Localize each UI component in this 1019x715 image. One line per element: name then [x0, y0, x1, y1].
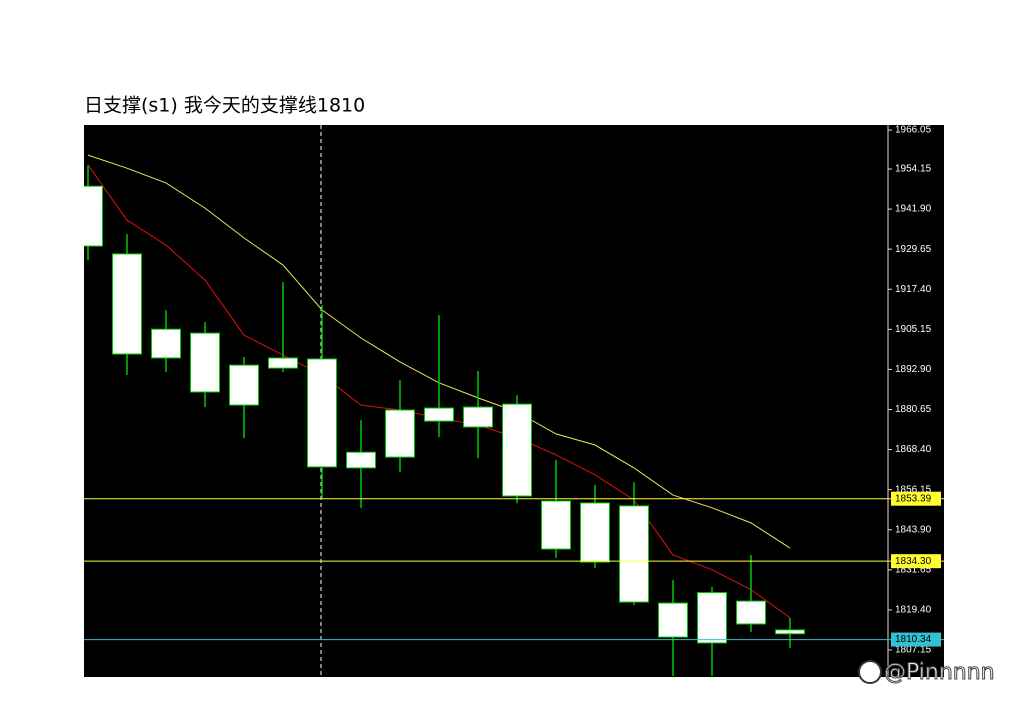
y-tick-label: 1843.90	[895, 524, 932, 535]
level-label-box	[891, 632, 941, 647]
candle-body	[658, 602, 688, 638]
candle-body	[697, 592, 727, 644]
candle-body	[775, 629, 805, 635]
candle-body	[112, 253, 142, 355]
candle-body	[619, 505, 649, 603]
candle-body	[736, 600, 766, 625]
candle-body	[229, 364, 259, 406]
y-tick-label: 1929.65	[895, 244, 932, 255]
candle-body	[424, 407, 454, 422]
y-tick-label: 1917.40	[895, 284, 932, 295]
level-label: 1834.30	[895, 556, 932, 567]
y-tick-label: 1807.15	[895, 645, 932, 656]
y-tick-label: 1905.15	[895, 324, 932, 335]
chart-title: 日支撑(s1) 我今天的支撑线1810	[84, 95, 365, 117]
candle-body	[190, 332, 220, 393]
y-tick-label: 1941.90	[895, 204, 932, 215]
candle-body	[307, 358, 337, 468]
watermark-icon	[858, 660, 882, 684]
candle-body	[463, 406, 493, 428]
y-tick-label: 1892.90	[895, 364, 932, 375]
y-tick-label: 1819.40	[895, 605, 932, 616]
y-tick-label: 1856.15	[895, 484, 932, 495]
candle-body	[84, 185, 103, 247]
level-label: 1810.34	[895, 634, 932, 645]
y-tick-label: 1831.65	[895, 564, 932, 575]
y-tick-label: 1966.05	[895, 125, 932, 136]
candle-body	[502, 403, 532, 497]
level-label: 1853.39	[895, 493, 932, 504]
level-label-box	[891, 554, 941, 569]
watermark: @Pinnnnn	[884, 660, 995, 685]
candle-body	[268, 357, 298, 369]
y-tick-label: 1868.40	[895, 444, 932, 455]
candle-body	[541, 500, 571, 550]
y-tick-label: 1954.15	[895, 164, 932, 175]
candle-body	[580, 502, 610, 563]
plot	[84, 154, 805, 677]
y-tick-label: 1880.65	[895, 404, 932, 415]
level-label-box	[891, 491, 941, 506]
axis: 1966.05 1954.15 1941.90 1929.65 1917.40 1905.…	[888, 125, 932, 656]
candle-body	[346, 451, 376, 469]
candle-body	[385, 409, 415, 458]
candle-body	[151, 328, 181, 359]
plot-background	[84, 125, 944, 677]
